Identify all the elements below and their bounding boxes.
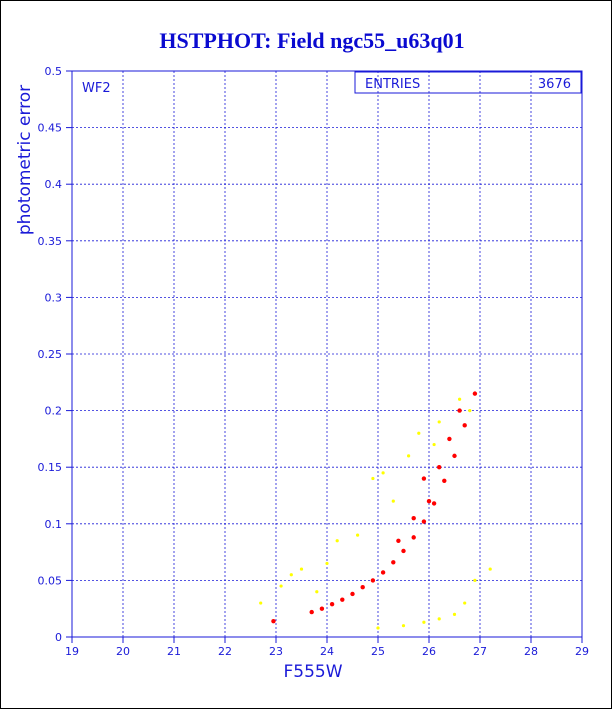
data-point-red: [396, 538, 401, 543]
x-tick-label: 27: [473, 645, 487, 658]
data-point-yellow: [463, 601, 467, 605]
data-point-yellow: [381, 471, 385, 475]
x-tick-label: 28: [524, 645, 538, 658]
data-point-yellow: [422, 620, 426, 624]
data-point-yellow: [468, 409, 472, 413]
y-tick-label: 0: [55, 631, 62, 644]
x-tick-label: 24: [320, 645, 334, 658]
stats-box-border: [354, 71, 582, 94]
y-tick-label: 0.3: [45, 291, 63, 304]
data-point-red: [360, 584, 365, 590]
y-tick-label: 0.2: [45, 405, 63, 418]
data-point-red: [462, 423, 467, 428]
x-axis-label: F555W: [283, 662, 342, 682]
data-point-yellow: [376, 626, 380, 630]
data-point-yellow: [371, 476, 375, 481]
data-point-red: [447, 436, 452, 442]
chart-title: HSTPHOT: Field ngc55_u63q01: [159, 28, 464, 53]
x-tick-label: 19: [65, 645, 79, 658]
x-tick-label: 29: [575, 645, 589, 658]
data-point-red: [370, 578, 376, 583]
grid-lines: [72, 71, 582, 637]
data-point-yellow: [289, 573, 293, 577]
data-point-red: [319, 606, 325, 611]
y-tick-label: 0.1: [45, 518, 63, 531]
data-point-red: [350, 591, 355, 597]
data-point-red: [380, 570, 386, 575]
y-tick-label: 0.5: [45, 65, 63, 78]
data-point-yellow: [432, 442, 436, 447]
y-tick-label: 0.4: [45, 178, 63, 191]
data-point-red: [340, 597, 345, 602]
data-point-red: [431, 501, 437, 506]
data-point-red: [309, 609, 314, 615]
data-point-red: [411, 535, 416, 540]
data-points: [259, 391, 492, 630]
y-tick-label: 0.25: [38, 348, 63, 361]
data-point-yellow: [401, 624, 406, 628]
panel-label: WF2: [82, 81, 111, 96]
stats-entries-label: ENTRIES: [365, 77, 420, 92]
x-tick-label: 23: [269, 645, 283, 658]
data-point-red: [401, 548, 406, 554]
data-point-red: [452, 453, 457, 459]
data-point-yellow: [437, 420, 441, 424]
x-tick-label: 26: [422, 645, 436, 658]
data-point-red: [426, 498, 432, 504]
y-tick-label: 0.15: [38, 461, 63, 474]
data-point-yellow: [315, 590, 319, 594]
stats-entries-value: 3676: [538, 77, 571, 92]
x-tick-label: 21: [167, 645, 181, 658]
y-tick-label: 0.05: [38, 574, 63, 587]
data-point-red: [457, 408, 462, 413]
x-tick-label: 22: [218, 645, 232, 658]
data-point-yellow: [458, 397, 462, 401]
data-point-yellow: [356, 533, 360, 537]
data-point-red: [411, 515, 416, 521]
x-tick-label: 20: [116, 645, 130, 658]
data-point-yellow: [299, 567, 304, 571]
data-point-red: [472, 391, 478, 396]
data-point-yellow: [325, 561, 329, 566]
data-point-red: [271, 618, 276, 624]
data-point-red: [437, 465, 442, 470]
data-point-yellow: [488, 567, 492, 571]
y-axis-label: photometric error: [15, 85, 35, 235]
x-tick-label: 25: [371, 645, 385, 658]
data-point-yellow: [391, 499, 395, 503]
data-point-yellow: [417, 431, 421, 435]
data-point-yellow: [452, 612, 457, 616]
data-point-yellow: [279, 584, 283, 588]
data-point-red: [421, 519, 427, 524]
data-point-yellow: [473, 578, 477, 583]
data-point-yellow: [407, 454, 411, 458]
data-point-yellow: [437, 617, 441, 621]
y-tick-label: 0.45: [38, 122, 63, 135]
stats-box: ENTRIES 3676: [354, 71, 582, 94]
data-point-red: [442, 478, 447, 483]
data-point-red: [329, 601, 335, 607]
data-point-red: [391, 560, 396, 565]
data-point-yellow: [259, 601, 263, 605]
data-point-red: [421, 476, 427, 481]
data-point-yellow: [335, 539, 339, 543]
axis-ticks: 19 20 21 22 23 24 25 26 27 28 29 0 0.05 0.1 0.15 0.2 0.2…: [38, 65, 590, 658]
y-tick-label: 0.35: [38, 235, 63, 248]
